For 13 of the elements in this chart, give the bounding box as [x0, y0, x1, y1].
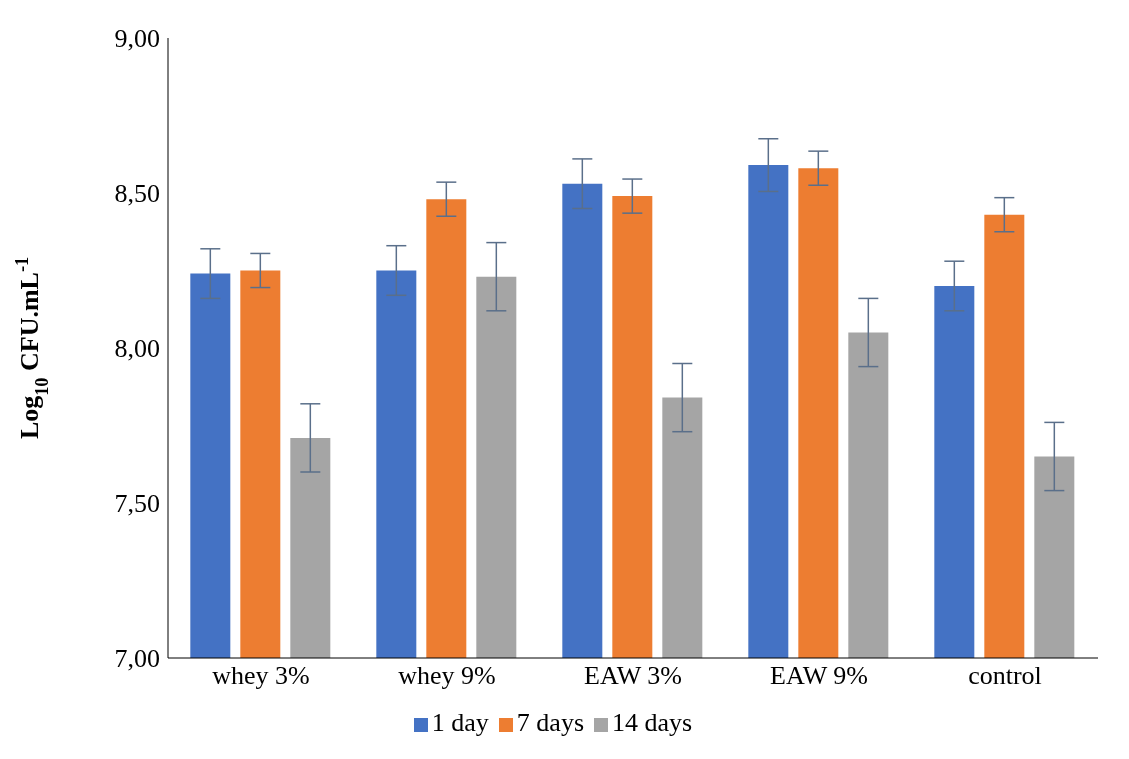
y-tick-label: 8,50 [114, 179, 160, 209]
x-tick-label: whey 3% [212, 661, 310, 691]
x-tick-label: EAW 3% [584, 661, 682, 691]
y-tick-label: 9,00 [114, 24, 160, 54]
legend-label: 1 day [431, 708, 489, 737]
legend-label: 7 days [516, 708, 585, 737]
x-tick-label: EAW 9% [770, 661, 868, 691]
y-tick-label: 7,50 [114, 489, 160, 519]
x-tick-label: control [968, 661, 1042, 691]
x-tick-label: whey 9% [398, 661, 496, 691]
y-tick-label: 7,00 [114, 644, 160, 674]
legend-label: 14 days [612, 708, 693, 737]
y-tick-label: 8,00 [114, 334, 160, 364]
